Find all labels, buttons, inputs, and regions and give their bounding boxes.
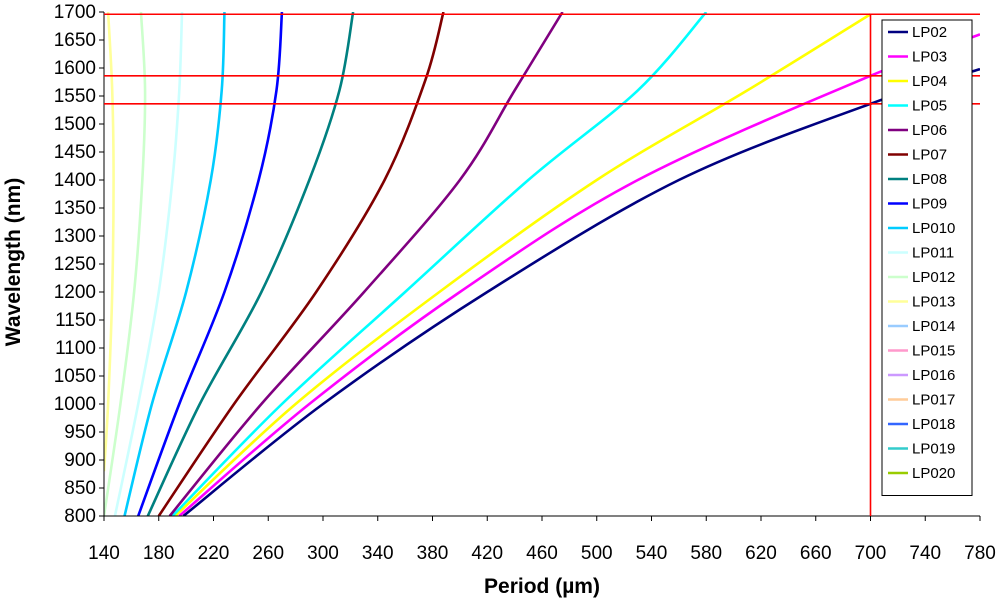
legend-label: LP020 — [912, 465, 955, 482]
y-axis-title: Wavelength (nm) — [2, 178, 25, 346]
legend-label: LP07 — [912, 147, 947, 164]
y-tick-label: 1700 — [54, 2, 96, 23]
series-line-lp011 — [113, 12, 184, 516]
axes: 800 850 900 950 1000 1050 1100 1150 1200 1250 1300… — [54, 2, 996, 564]
y-tick-label: 1450 — [54, 142, 96, 163]
legend-label: LP09 — [912, 196, 947, 213]
legend-label: LP05 — [912, 98, 947, 115]
x-tick-label: 180 — [143, 543, 175, 564]
legend-label: LP015 — [912, 343, 955, 360]
legend-label: LP013 — [912, 294, 955, 311]
series-line-lp09 — [136, 12, 284, 516]
series-line-lp06 — [168, 12, 564, 516]
y-tick-label: 1150 — [55, 310, 96, 331]
y-tick-label: 1050 — [54, 366, 96, 387]
legend-label: LP012 — [912, 269, 955, 286]
legend-label: LP016 — [912, 367, 955, 384]
y-tick-label: 1300 — [54, 226, 96, 247]
legend-label: LP018 — [912, 416, 955, 433]
y-tick-label: 1600 — [54, 58, 96, 79]
x-tick-label: 260 — [252, 543, 284, 564]
x-tick-label: 300 — [307, 543, 339, 564]
series-line-lp05 — [171, 12, 708, 516]
x-tick-label: 340 — [362, 543, 394, 564]
y-tick-label: 1500 — [54, 114, 96, 135]
x-tick-label: 500 — [581, 543, 613, 564]
y-tick-label: 950 — [64, 422, 96, 443]
series-line-lp013 — [104, 12, 115, 472]
x-tick-label: 660 — [800, 543, 832, 564]
legend: LP02 LP03 LP04 LP05 LP06 LP07 LP08 LP09 LP010 LP0… — [881, 19, 973, 496]
x-tick-label: 460 — [526, 543, 558, 564]
legend-label: LP019 — [912, 441, 955, 458]
x-tick-label: 220 — [198, 543, 230, 564]
x-tick-label: 700 — [855, 543, 887, 564]
legend-label: LP014 — [912, 318, 955, 335]
x-axis-title: Period (µm) — [484, 575, 600, 598]
legend-label: LP010 — [912, 220, 955, 237]
plot-area — [104, 12, 980, 516]
legend-label: LP03 — [912, 49, 947, 66]
series-line-lp08 — [146, 12, 355, 516]
y-tick-label: 1250 — [54, 254, 96, 275]
legend-label: LP011 — [912, 245, 954, 262]
x-tick-label: 380 — [417, 543, 449, 564]
y-tick-label: 900 — [64, 450, 96, 471]
x-tick-label: 420 — [471, 543, 503, 564]
y-tick-label: 800 — [64, 506, 96, 527]
x-tick-label: 620 — [745, 543, 777, 564]
x-tick-label: 540 — [636, 543, 668, 564]
y-tick-label: 850 — [64, 478, 96, 499]
series-line-lp07 — [157, 12, 445, 516]
legend-label: LP02 — [912, 24, 947, 41]
legend-label: LP06 — [912, 122, 947, 139]
legend-label: LP04 — [912, 73, 947, 90]
series-line-lp012 — [104, 12, 147, 516]
y-tick-label: 1550 — [54, 86, 96, 107]
y-tick-label: 1100 — [55, 338, 96, 359]
y-tick-label: 1400 — [54, 170, 96, 191]
y-tick-label: 1200 — [54, 282, 96, 303]
y-tick-label: 1650 — [54, 30, 96, 51]
legend-label: LP017 — [912, 392, 955, 409]
x-tick-label: 780 — [964, 543, 996, 564]
series-line-lp010 — [123, 12, 226, 516]
x-tick-label: 740 — [909, 543, 941, 564]
legend-label: LP08 — [912, 171, 947, 188]
reference-lines — [104, 13, 980, 516]
series-line-lp04 — [174, 13, 872, 516]
y-tick-label: 1350 — [54, 198, 96, 219]
x-tick-label: 140 — [88, 543, 120, 564]
x-tick-label: 580 — [690, 543, 722, 564]
legend-box — [881, 19, 973, 496]
y-tick-label: 1000 — [54, 394, 96, 415]
